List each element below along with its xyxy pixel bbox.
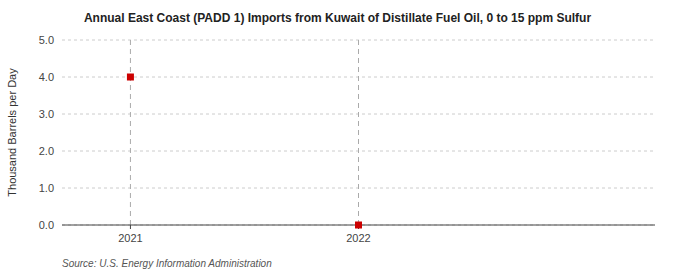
point: [355, 222, 362, 229]
y-tick-label: 3.0: [39, 108, 54, 120]
y-tick-label: 5.0: [39, 34, 54, 46]
y-tick-label: 4.0: [39, 71, 54, 83]
x-grid: [130, 40, 358, 225]
y-tick-label: 0.0: [39, 219, 54, 231]
y-tick-label: 1.0: [39, 182, 54, 194]
point: [127, 74, 134, 81]
y-axis-label: Thousand Barrels per Day: [6, 68, 18, 197]
y-grid: [62, 40, 655, 225]
annotation: Source: U.S. Energy Information Administ…: [62, 258, 272, 269]
x-tick-label: 2022: [346, 232, 370, 244]
grid-line: [358, 40, 359, 225]
x-tick: [130, 225, 131, 229]
title: Annual East Coast (PADD 1) Imports from …: [84, 11, 591, 25]
chart: Annual East Coast (PADD 1) Imports from …: [0, 0, 675, 275]
x-tick-label: 2021: [118, 232, 142, 244]
grid-line: [130, 40, 131, 225]
series: [127, 74, 362, 229]
y-tick-label: 2.0: [39, 145, 54, 157]
